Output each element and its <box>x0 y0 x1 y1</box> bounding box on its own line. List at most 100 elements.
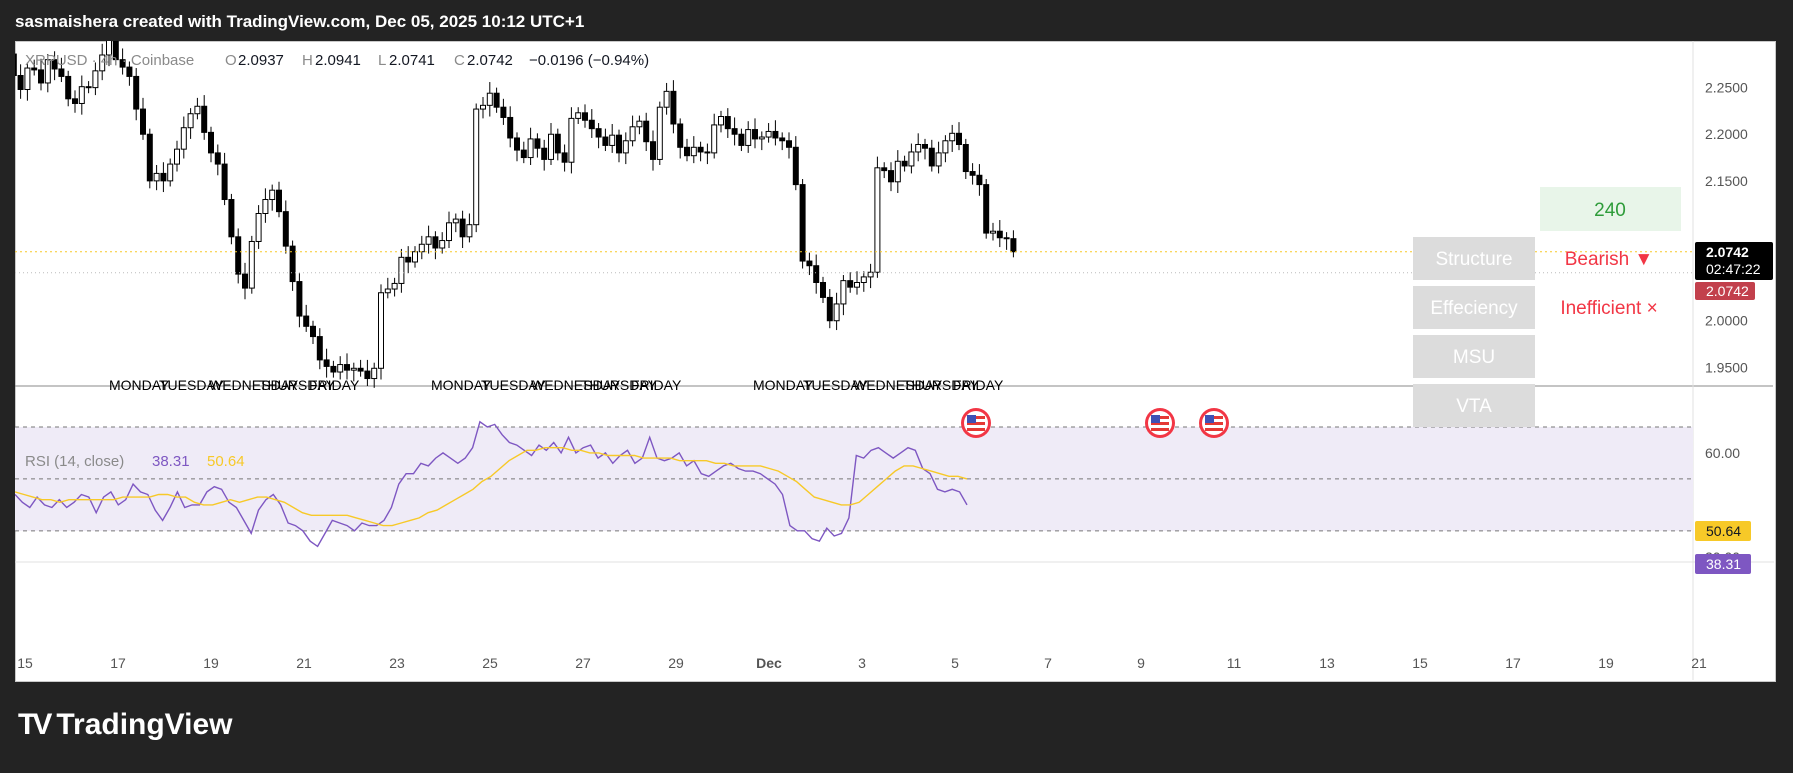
economic-events <box>961 408 1229 438</box>
candle-body <box>38 69 44 84</box>
candle-body <box>201 105 208 133</box>
candle-body <box>364 370 371 380</box>
time-tick-label: 3 <box>858 655 866 671</box>
candle-body <box>840 280 847 305</box>
us-flag-icon[interactable] <box>1199 408 1229 438</box>
candle-body <box>541 147 548 160</box>
tradingview-logo[interactable]: TV TradingView <box>18 708 233 742</box>
rsi-pane <box>15 420 1693 548</box>
weekday-label: THURSDAY <box>581 377 658 393</box>
weekday-label: TUESDAY <box>803 377 869 393</box>
candle-body <box>58 68 65 77</box>
candle-body <box>72 98 78 104</box>
candle-body <box>242 273 248 289</box>
candle-body <box>126 66 133 77</box>
close-value: 2.0742 <box>467 52 513 69</box>
weekday-label: WEDNESDAY <box>853 377 943 393</box>
candle-body <box>731 128 738 135</box>
time-tick-label: 25 <box>482 655 498 671</box>
candle-body <box>650 141 656 160</box>
candle-body <box>99 54 106 72</box>
weekday-label: MONDAY <box>431 377 492 393</box>
candle-body <box>378 292 384 369</box>
time-tick-label: 17 <box>110 655 126 671</box>
candle-body <box>371 367 378 380</box>
candle-body <box>160 172 167 182</box>
candle-body <box>922 144 928 149</box>
candle-body <box>690 146 697 157</box>
indicator-panel: 240 Structure Bearish ▼ Effeciency Ineff… <box>1413 187 1681 427</box>
candle-body <box>527 138 534 159</box>
candle-body <box>786 140 792 148</box>
rsi-name: RSI (14, close) <box>25 453 124 470</box>
candle-body <box>582 112 588 121</box>
candle-body <box>942 140 949 154</box>
candle-body <box>303 315 310 327</box>
candle-body <box>643 120 650 143</box>
rsi-tag <box>1695 554 1751 574</box>
efficiency-value: Inefficient × <box>1560 298 1657 319</box>
candle-body <box>310 325 316 338</box>
candle-body <box>867 271 874 278</box>
efficiency-label: Effeciency <box>1430 298 1518 319</box>
candle-body <box>765 130 772 138</box>
weekday-label: FRIDAY <box>309 377 360 393</box>
candle-body <box>881 167 888 172</box>
candle-body <box>697 146 704 153</box>
candle-body <box>772 130 779 139</box>
rsi-ma-line <box>15 447 968 527</box>
candle-body <box>480 104 486 110</box>
candle-body <box>915 144 922 153</box>
candle-body <box>78 86 85 104</box>
candle-body <box>466 224 473 238</box>
candle-body <box>228 199 235 238</box>
candle-body <box>269 189 276 201</box>
close-price-tag <box>1695 282 1755 300</box>
candle-body <box>813 265 820 283</box>
candle-body <box>208 131 214 154</box>
candle-body <box>534 138 541 149</box>
open-label: O <box>225 52 237 69</box>
candle-body <box>588 119 595 130</box>
candle-body <box>255 213 262 242</box>
candle-body <box>221 163 228 201</box>
candle-body <box>24 67 31 90</box>
candle-body <box>996 230 1003 239</box>
candle-body <box>514 137 520 151</box>
time-tick-label: 21 <box>1691 655 1707 671</box>
candle-body <box>656 106 663 160</box>
candle-body <box>194 105 201 115</box>
time-tick-label: 21 <box>296 655 312 671</box>
candle-body <box>187 113 194 129</box>
bar-countdown: 02:47:22 <box>1706 261 1761 277</box>
candle-body <box>752 129 758 140</box>
open-value: 2.0937 <box>238 52 284 69</box>
msu-label: MSU <box>1453 347 1495 368</box>
candle-body <box>833 303 840 322</box>
candle-body <box>779 137 786 142</box>
tradingview-logo-icon: TV <box>18 708 52 741</box>
candle-body <box>112 41 119 61</box>
candle-body <box>337 364 344 373</box>
candle-body <box>140 108 146 135</box>
weekday-label: THURSDAY <box>903 377 980 393</box>
time-tick-label: 27 <box>575 655 591 671</box>
candle-body <box>418 243 425 253</box>
time-tick-label: 29 <box>668 655 684 671</box>
rsi-ma-tag <box>1695 521 1751 541</box>
candle-body <box>629 126 636 142</box>
candle-body <box>894 160 901 183</box>
change-value: −0.0196 (−0.94%) <box>529 52 649 69</box>
candle-body <box>248 240 255 289</box>
structure-cell <box>1413 237 1535 280</box>
candle-body <box>432 236 439 249</box>
us-flag-icon[interactable] <box>1145 408 1175 438</box>
candle-body <box>1003 237 1010 240</box>
us-flag-icon[interactable] <box>961 408 991 438</box>
candle-body <box>180 127 187 150</box>
candle-body <box>391 282 398 290</box>
tradingview-wordmark: TradingView <box>56 708 233 741</box>
price-tags: 2.0742 02:47:22 2.0742 <box>1695 242 1773 300</box>
price-tick-label: 1.9500 <box>1705 359 1748 375</box>
